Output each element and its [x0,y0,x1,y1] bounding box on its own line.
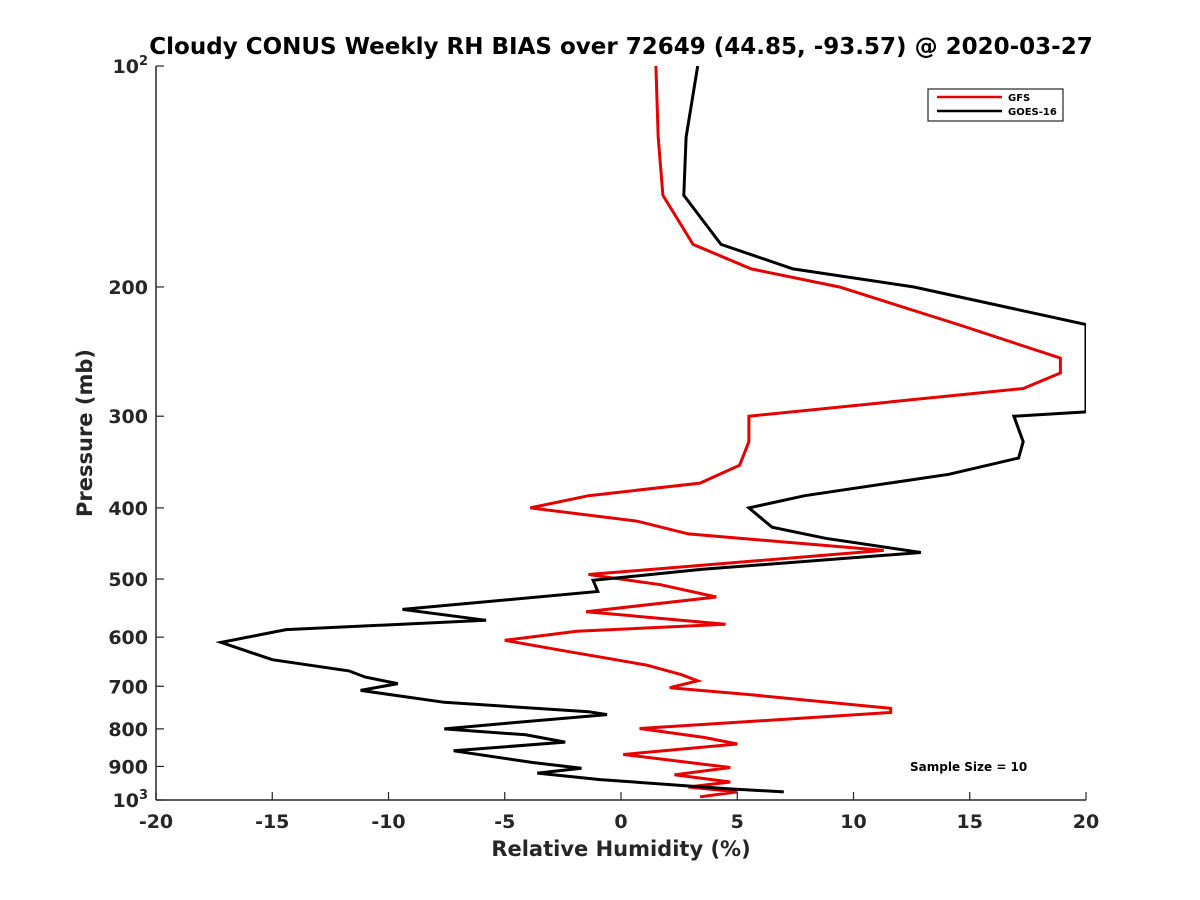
x-tick-label: -20 [139,811,173,833]
legend-label-goes16: GOES-16 [1008,107,1057,118]
x-tick-label: 15 [957,811,983,833]
y-tick-label: 600 [108,627,148,649]
y-tick-label: 800 [108,719,148,741]
series-line-goes-16 [215,66,1086,794]
x-tick-label: 10 [840,811,866,833]
x-tick-label: 5 [731,811,744,833]
x-tick-label: -10 [371,811,405,833]
y-tick-label: 102 [113,54,149,78]
x-axis-label: Relative Humidity (%) [491,837,750,861]
x-tick-label: 0 [614,811,627,833]
y-tick-label: 500 [108,569,148,591]
y-tick-label: 900 [108,756,148,778]
x-tick-label: 20 [1073,811,1099,833]
y-axis-ticks: 102 200 300 400 500 600 700 800 900 103 [108,54,164,812]
plot-area [156,66,1086,799]
y-tick-label: 400 [108,498,148,520]
x-axis-ticks: -20 -15 -10 -5 0 5 10 15 20 [139,792,1099,833]
x-tick-label: -15 [255,811,289,833]
sample-size-annotation: Sample Size = 10 [910,760,1027,774]
x-tick-label: -5 [494,811,515,833]
legend: GFS GOES-16 [927,88,1064,122]
legend-box [927,88,1064,122]
series-line-gfs [504,66,1062,799]
y-tick-label: 103 [113,788,149,812]
y-tick-label: 300 [108,406,148,428]
chart-title: Cloudy CONUS Weekly RH BIAS over 72649 (… [149,34,1092,60]
y-tick-label: 200 [108,277,148,299]
legend-label-gfs: GFS [1008,93,1030,104]
series-layer [215,66,1086,799]
y-tick-label: 700 [108,676,148,698]
y-axis-label: Pressure (mb) [73,349,97,517]
